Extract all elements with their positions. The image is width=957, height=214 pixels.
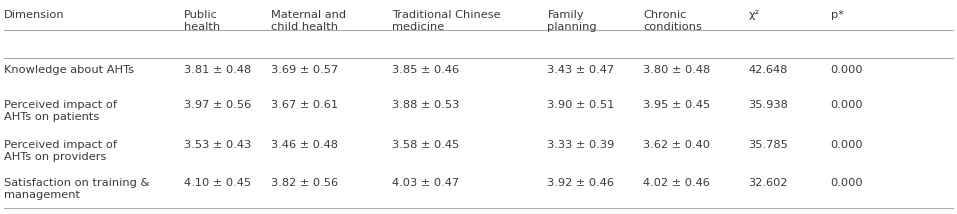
Text: 3.97 ± 0.56: 3.97 ± 0.56 [184,100,251,110]
Text: Traditional Chinese
medicine: Traditional Chinese medicine [392,10,501,32]
Text: 3.33 ± 0.39: 3.33 ± 0.39 [547,140,614,150]
Text: 3.88 ± 0.53: 3.88 ± 0.53 [392,100,459,110]
Text: Maternal and
child health: Maternal and child health [271,10,346,32]
Text: 3.95 ± 0.45: 3.95 ± 0.45 [643,100,710,110]
Text: 3.67 ± 0.61: 3.67 ± 0.61 [271,100,338,110]
Text: χ²: χ² [748,10,760,20]
Text: 3.92 ± 0.46: 3.92 ± 0.46 [547,178,614,188]
Text: 3.43 ± 0.47: 3.43 ± 0.47 [547,65,614,75]
Text: 3.69 ± 0.57: 3.69 ± 0.57 [271,65,338,75]
Text: 3.85 ± 0.46: 3.85 ± 0.46 [392,65,459,75]
Text: 32.602: 32.602 [748,178,788,188]
Text: 3.53 ± 0.43: 3.53 ± 0.43 [184,140,251,150]
Text: 4.10 ± 0.45: 4.10 ± 0.45 [184,178,251,188]
Text: p*: p* [831,10,843,20]
Text: 42.648: 42.648 [748,65,788,75]
Text: 3.82 ± 0.56: 3.82 ± 0.56 [271,178,338,188]
Text: 0.000: 0.000 [831,140,863,150]
Text: Family
planning: Family planning [547,10,597,32]
Text: Chronic
conditions: Chronic conditions [643,10,702,32]
Text: Satisfaction on training &
management: Satisfaction on training & management [4,178,149,200]
Text: 3.58 ± 0.45: 3.58 ± 0.45 [392,140,459,150]
Text: 4.03 ± 0.47: 4.03 ± 0.47 [392,178,459,188]
Text: Knowledge about AHTs: Knowledge about AHTs [4,65,134,75]
Text: 35.785: 35.785 [748,140,789,150]
Text: 3.62 ± 0.40: 3.62 ± 0.40 [643,140,710,150]
Text: 4.02 ± 0.46: 4.02 ± 0.46 [643,178,710,188]
Text: 3.90 ± 0.51: 3.90 ± 0.51 [547,100,614,110]
Text: Dimension: Dimension [4,10,64,20]
Text: Perceived impact of
AHTs on patients: Perceived impact of AHTs on patients [4,100,117,122]
Text: 35.938: 35.938 [748,100,789,110]
Text: 0.000: 0.000 [831,178,863,188]
Text: 0.000: 0.000 [831,100,863,110]
Text: 0.000: 0.000 [831,65,863,75]
Text: 3.81 ± 0.48: 3.81 ± 0.48 [184,65,251,75]
Text: 3.80 ± 0.48: 3.80 ± 0.48 [643,65,710,75]
Text: Public
health: Public health [184,10,220,32]
Text: Perceived impact of
AHTs on providers: Perceived impact of AHTs on providers [4,140,117,162]
Text: 3.46 ± 0.48: 3.46 ± 0.48 [271,140,338,150]
